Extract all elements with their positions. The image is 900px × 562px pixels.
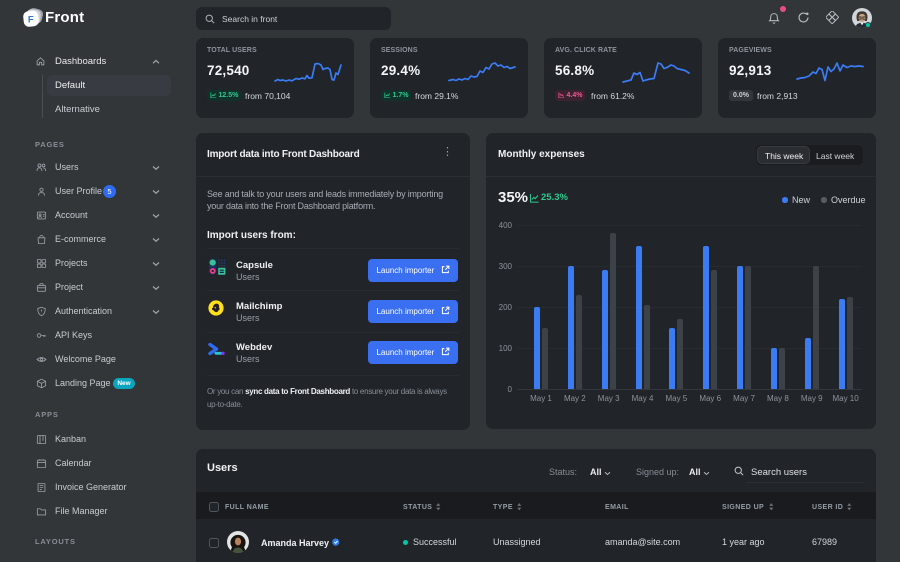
svg-text:F: F (28, 15, 34, 26)
